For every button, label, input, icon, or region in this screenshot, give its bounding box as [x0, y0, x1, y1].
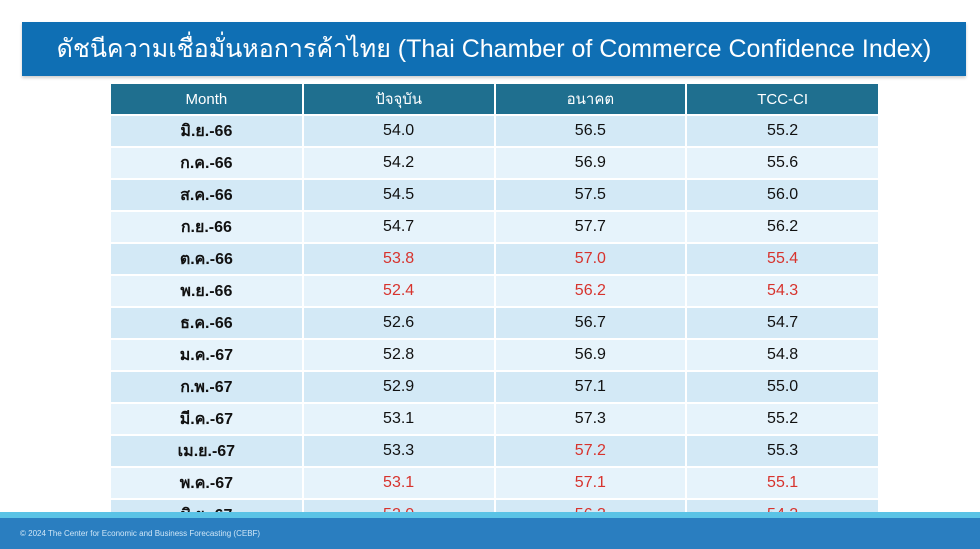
month-cell: ก.พ.-67: [111, 370, 304, 403]
month-cell: มี.ค.-67: [111, 402, 304, 435]
future-cell: 57.1: [494, 466, 688, 499]
future-cell: 56.9: [494, 338, 688, 371]
month-cell: เม.ย.-67: [111, 434, 304, 467]
future-cell: 56.7: [494, 306, 688, 339]
month-cell: ต.ค.-66: [111, 242, 304, 275]
current-cell: 52.9: [302, 370, 496, 403]
table-header-row: Month ปัจจุบัน อนาคต TCC-CI: [111, 84, 878, 115]
tcc-ci-cell: 55.6: [686, 146, 878, 179]
future-cell: 56.5: [494, 114, 688, 147]
table-row: เม.ย.-67 53.3 57.2 55.3: [111, 434, 878, 467]
future-cell: 57.1: [494, 370, 688, 403]
future-cell: 56.9: [494, 146, 688, 179]
confidence-index-table: Month ปัจจุบัน อนาคต TCC-CI มิ.ย.-66 54.0…: [111, 84, 878, 530]
month-cell: พ.ค.-67: [111, 466, 304, 499]
table-row: มี.ค.-67 53.1 57.3 55.2: [111, 402, 878, 435]
table-row: พ.ค.-67 53.1 57.1 55.1: [111, 466, 878, 499]
month-cell: มิ.ย.-66: [111, 114, 304, 147]
month-cell: ส.ค.-66: [111, 178, 304, 211]
header-tcc-ci: TCC-CI: [686, 84, 878, 115]
future-cell: 57.2: [494, 434, 688, 467]
header-current: ปัจจุบัน: [302, 84, 496, 115]
tcc-ci-cell: 54.3: [686, 274, 878, 307]
footer-copyright: © 2024 The Center for Economic and Busin…: [0, 518, 980, 549]
month-cell: ธ.ค.-66: [111, 306, 304, 339]
month-cell: ก.ย.-66: [111, 210, 304, 243]
current-cell: 54.7: [302, 210, 496, 243]
current-cell: 52.4: [302, 274, 496, 307]
tcc-ci-cell: 56.2: [686, 210, 878, 243]
header-month: Month: [111, 84, 304, 115]
table-row: มิ.ย.-66 54.0 56.5 55.2: [111, 114, 878, 147]
tcc-ci-cell: 56.0: [686, 178, 878, 211]
current-cell: 52.6: [302, 306, 496, 339]
tcc-ci-cell: 55.2: [686, 114, 878, 147]
table-row: ก.พ.-67 52.9 57.1 55.0: [111, 370, 878, 403]
current-cell: 54.5: [302, 178, 496, 211]
future-cell: 57.7: [494, 210, 688, 243]
current-cell: 54.2: [302, 146, 496, 179]
month-cell: ก.ค.-66: [111, 146, 304, 179]
slide-title: ดัชนีความเชื่อมั่นหอการค้าไทย (Thai Cham…: [22, 22, 966, 76]
current-cell: 53.3: [302, 434, 496, 467]
table-row: ก.ย.-66 54.7 57.7 56.2: [111, 210, 878, 243]
tcc-ci-cell: 55.0: [686, 370, 878, 403]
table-row: ส.ค.-66 54.5 57.5 56.0: [111, 178, 878, 211]
current-cell: 53.8: [302, 242, 496, 275]
current-cell: 54.0: [302, 114, 496, 147]
tcc-ci-cell: 55.3: [686, 434, 878, 467]
header-future: อนาคต: [494, 84, 688, 115]
table-row: พ.ย.-66 52.4 56.2 54.3: [111, 274, 878, 307]
current-cell: 53.1: [302, 466, 496, 499]
table-row: ธ.ค.-66 52.6 56.7 54.7: [111, 306, 878, 339]
footer-stripe: [0, 512, 980, 518]
future-cell: 56.2: [494, 274, 688, 307]
future-cell: 57.3: [494, 402, 688, 435]
tcc-ci-cell: 54.8: [686, 338, 878, 371]
future-cell: 57.0: [494, 242, 688, 275]
tcc-ci-cell: 55.1: [686, 466, 878, 499]
month-cell: ม.ค.-67: [111, 338, 304, 371]
future-cell: 57.5: [494, 178, 688, 211]
current-cell: 52.8: [302, 338, 496, 371]
tcc-ci-cell: 54.7: [686, 306, 878, 339]
month-cell: พ.ย.-66: [111, 274, 304, 307]
table-row: ต.ค.-66 53.8 57.0 55.4: [111, 242, 878, 275]
table-row: ม.ค.-67 52.8 56.9 54.8: [111, 338, 878, 371]
table-row: ก.ค.-66 54.2 56.9 55.6: [111, 146, 878, 179]
tcc-ci-cell: 55.2: [686, 402, 878, 435]
current-cell: 53.1: [302, 402, 496, 435]
tcc-ci-cell: 55.4: [686, 242, 878, 275]
